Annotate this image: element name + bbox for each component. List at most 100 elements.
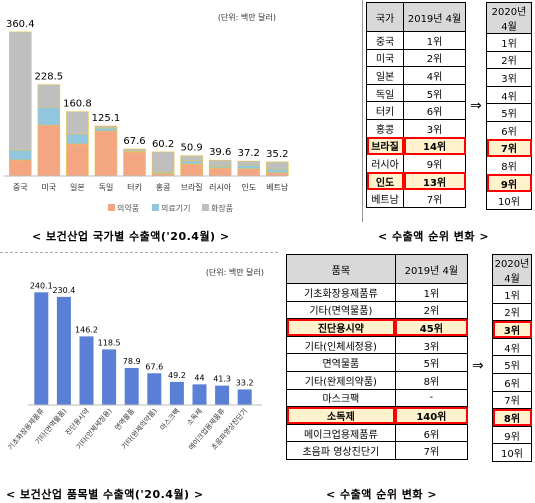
country-rank-row-name: 독일 bbox=[365, 83, 405, 103]
bar-0-2 bbox=[8, 31, 32, 151]
country-rank-row-2020: 3위 bbox=[486, 68, 532, 87]
country-rank-row: 미국 2위 bbox=[365, 48, 466, 68]
bar-0-0 bbox=[8, 159, 32, 177]
item-rank-row-2020: 3위 bbox=[492, 320, 532, 339]
country-rank-row: 독일 5위 bbox=[365, 83, 466, 103]
country-rank-row-2020: 4위 bbox=[486, 85, 532, 105]
country-rank-row-2019: 2위 bbox=[403, 48, 466, 68]
bar-7-2 bbox=[208, 159, 232, 167]
country-rank-row: 베트남 7위 bbox=[365, 189, 466, 208]
item-rank-row-name: 초음파 영상진단기 bbox=[286, 441, 396, 460]
item-rank-row-2019: 2위 bbox=[394, 300, 469, 320]
item-chart-unit: (단위: 백만 달러) bbox=[205, 268, 264, 277]
bar-1-0 bbox=[37, 124, 61, 177]
item-value-2: 146.2 bbox=[75, 325, 98, 334]
item-value-5: 67.6 bbox=[145, 362, 163, 371]
total-label-2: 160.8 bbox=[63, 99, 92, 110]
country-rank-row-2020: 9위 bbox=[486, 173, 532, 193]
country-rank-row-2019: 5위 bbox=[403, 83, 466, 103]
item-rank-row-2019: 7위 bbox=[394, 441, 469, 460]
item-rank-row-2020: 10위 bbox=[492, 443, 532, 462]
bar-2-1 bbox=[66, 133, 89, 145]
item-rank-row: 기타(인체세정용) 3위 bbox=[286, 335, 469, 355]
country-rank-row-2020: 2위 bbox=[486, 50, 532, 70]
bar-3-2 bbox=[94, 125, 118, 129]
item-rank-row: 마스크팩 - bbox=[286, 388, 469, 408]
item-chart-caption: < 보건산업 품목별 수출액('20.4월) > bbox=[6, 488, 204, 501]
item-rank-row-2020: 1위 bbox=[492, 285, 532, 304]
item-rank-row-2019: 45위 bbox=[394, 318, 469, 337]
total-label-4: 67.6 bbox=[123, 136, 145, 147]
country-rank-row-name: 미국 bbox=[365, 48, 405, 68]
item-rank-row-2020: 7위 bbox=[492, 390, 532, 410]
bar-9-1 bbox=[266, 168, 289, 174]
bar-2-2 bbox=[66, 111, 89, 135]
bar-8-2 bbox=[237, 160, 261, 166]
item-rank-row: 기초화장용제품류 1위 bbox=[286, 283, 469, 302]
total-label-7: 39.6 bbox=[209, 147, 231, 158]
category-label-0: 중국 bbox=[13, 183, 28, 192]
country-rank-row-name: 중국 bbox=[365, 31, 405, 50]
legend-label-0: 의약품 bbox=[117, 203, 139, 213]
item-bar-2 bbox=[79, 336, 94, 405]
rank-change-arrow-bottom: ⇒ bbox=[472, 358, 484, 374]
country-rank-row: 인도 13위 bbox=[365, 171, 466, 191]
item-rank-row-2020: 4위 bbox=[492, 337, 532, 357]
bar-1-1 bbox=[37, 106, 61, 126]
category-label-6: 브라질 bbox=[181, 183, 203, 192]
bar-8-0 bbox=[237, 168, 261, 177]
bar-4-0 bbox=[123, 151, 146, 177]
country-rank-header-0: 국가 bbox=[365, 2, 405, 32]
country-rank-row-name: 터키 bbox=[365, 101, 405, 120]
country-rank-row: 러시아 9위 bbox=[365, 154, 466, 173]
item-value-0: 240.1 bbox=[30, 281, 53, 290]
country-rank-row-name: 브라질 bbox=[365, 136, 405, 156]
item-rank-row-2020: 6위 bbox=[492, 372, 532, 392]
item-rank-row-name: 면역물품 bbox=[286, 353, 396, 372]
bar-8-1 bbox=[237, 164, 261, 170]
legend-label-2: 화장품 bbox=[211, 203, 233, 213]
item-rank-row: 진단용시약 45위 bbox=[286, 318, 469, 337]
item-category-4: 면역물품 bbox=[113, 406, 137, 432]
item-category-7: 소독제 bbox=[185, 407, 204, 427]
category-label-2: 일본 bbox=[70, 183, 85, 192]
bar-6-2 bbox=[180, 155, 203, 162]
item-rank-row-name: 기타(면역물품) bbox=[286, 300, 396, 320]
country-rank-row-2020: 1위 bbox=[486, 33, 532, 52]
country-rank-row-name: 러시아 bbox=[365, 154, 405, 173]
country-rank-row-2020: 10위 bbox=[486, 191, 532, 210]
total-label-9: 35.2 bbox=[266, 149, 288, 160]
country-rank-row-name: 일본 bbox=[365, 66, 405, 85]
country-rank-row-2019: 13위 bbox=[403, 171, 466, 191]
item-rank-row: 기타(면역물품) 2위 bbox=[286, 300, 469, 320]
item-rank-caption: < 수출액 순위 변화 > bbox=[326, 488, 438, 501]
item-rank-row-name: 기초화장용제품류 bbox=[286, 283, 396, 302]
country-rank-row-name: 홍콩 bbox=[365, 118, 405, 138]
country-rank-row: 홍콩 3위 bbox=[365, 118, 466, 138]
item-rank-row-name: 소독제 bbox=[286, 406, 396, 425]
item-bar-7 bbox=[192, 384, 207, 405]
item-bar-0 bbox=[34, 292, 49, 405]
bar-1-2 bbox=[37, 84, 61, 108]
item-rank-row-2019: 6위 bbox=[394, 423, 469, 443]
item-value-4: 78.9 bbox=[123, 357, 141, 366]
item-rank-header-0: 품목 bbox=[286, 254, 396, 284]
item-rank-row-name: 기타(인체세정용) bbox=[286, 335, 396, 355]
category-label-3: 독일 bbox=[99, 183, 114, 192]
legend-swatch-2 bbox=[202, 204, 209, 211]
country-rank-row-name: 인도 bbox=[365, 171, 405, 191]
category-label-9: 베트남 bbox=[266, 183, 289, 192]
legend-label-1: 의료기기 bbox=[161, 203, 190, 213]
item-rank-row: 소독제 140위 bbox=[286, 406, 469, 425]
total-label-6: 50.9 bbox=[181, 143, 203, 154]
country-rank-row-name: 베트남 bbox=[365, 189, 405, 208]
country-rank-row-2019: 4위 bbox=[403, 66, 466, 85]
country-rank-row-2020: 8위 bbox=[486, 156, 532, 175]
country-rank-row-2019: 3위 bbox=[403, 118, 466, 138]
item-rank-row: 면역물품 5위 bbox=[286, 353, 469, 372]
item-rank-header-1: 2019년 4월 bbox=[394, 254, 469, 284]
country-rank-row-2020: 6위 bbox=[486, 120, 532, 140]
total-label-5: 60.2 bbox=[152, 139, 174, 150]
item-category-6: 마스크팩 bbox=[158, 407, 181, 433]
item-bar-3 bbox=[102, 349, 117, 405]
